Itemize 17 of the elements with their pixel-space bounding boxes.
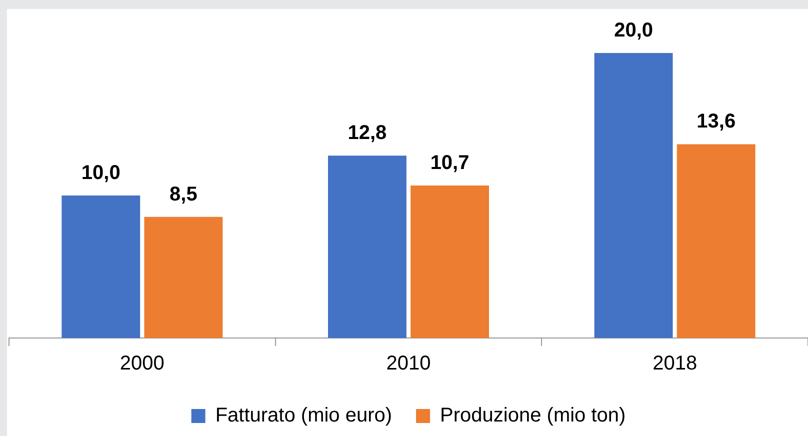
x-tick-label: 2000 — [120, 352, 164, 375]
bar — [144, 216, 223, 338]
legend-label: Fatturato (mio euro) — [215, 404, 392, 427]
data-label: 20,0 — [614, 20, 654, 42]
data-label: 10,7 — [430, 152, 470, 174]
data-label: 13,6 — [696, 110, 736, 133]
legend-label: Produzione (mio ton) — [440, 404, 626, 427]
x-tick-label: 2018 — [652, 352, 698, 375]
bar — [594, 53, 673, 338]
data-label: 12,8 — [348, 122, 387, 144]
data-label: 8,5 — [170, 183, 198, 206]
bar — [62, 196, 140, 338]
bar — [676, 144, 756, 338]
bar — [328, 156, 406, 338]
data-label: 10,0 — [81, 162, 120, 184]
x-tick-label: 2010 — [386, 352, 431, 375]
bar — [410, 186, 489, 338]
